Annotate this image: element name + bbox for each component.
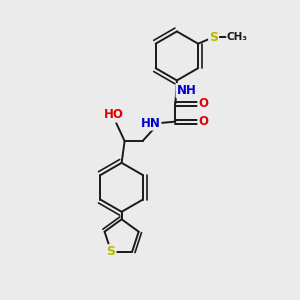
Text: NH: NH [176, 84, 196, 97]
Text: HN: HN [141, 117, 160, 130]
Text: O: O [199, 115, 208, 128]
Text: S: S [209, 31, 218, 44]
Text: CH₃: CH₃ [227, 32, 248, 42]
Text: O: O [199, 97, 208, 110]
Text: HO: HO [104, 108, 124, 121]
Text: S: S [106, 245, 116, 258]
